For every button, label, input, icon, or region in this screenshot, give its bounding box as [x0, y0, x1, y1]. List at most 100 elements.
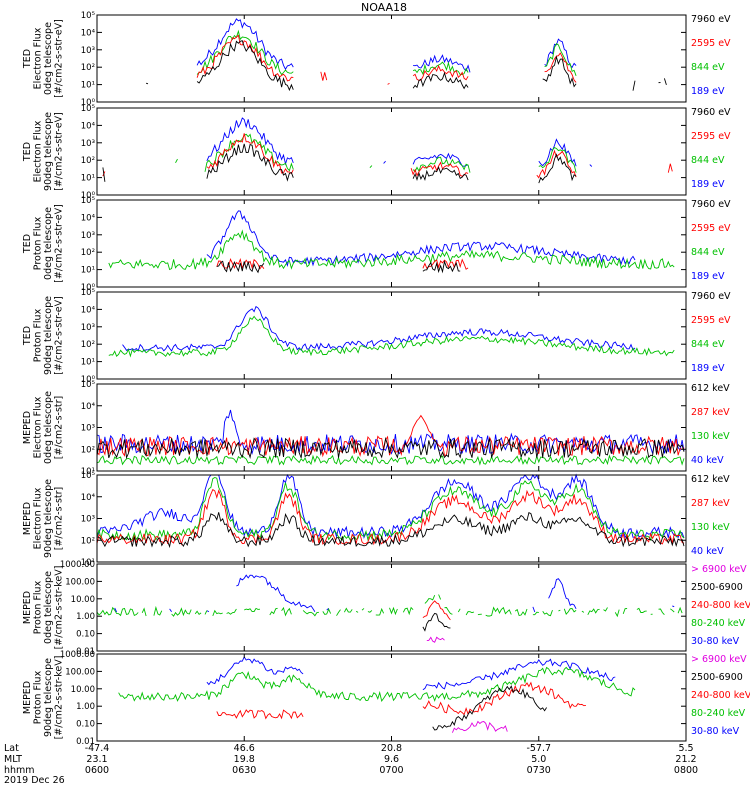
panel-6-series-1 [96, 511, 685, 549]
panel-2-series-3 [176, 134, 649, 172]
panel-8-frame [96, 653, 687, 742]
panel-2-ytick-label: 10¹ [81, 174, 95, 184]
panel-6-legend-4: 40 keV [691, 546, 724, 557]
panel-2-ytick-label: 10⁵ [81, 104, 95, 114]
panel-3-frame [96, 199, 687, 288]
x-axis-row-label-hhmm: hhmm [4, 765, 35, 776]
panel-6-ylabel-line-4: [#/cm2-s-str] [54, 487, 65, 550]
panel-3-series-1 [216, 259, 461, 274]
panel-1-ylabel-line-1: TED [22, 49, 33, 69]
panel-3-ytick-label: 10⁰ [81, 283, 96, 293]
panel-7-frame [96, 563, 687, 652]
panel-5-ylabel-line-1: MEPED [22, 411, 33, 444]
panel-7-legend-3: 240-800 keV [691, 600, 750, 611]
panel-1-series-1 [146, 41, 670, 91]
panel-6-legend-3: 130 keV [691, 522, 730, 533]
panel-8-ytick-label: 0.10 [76, 720, 95, 730]
panel-8-series-4 [118, 666, 636, 703]
panel-8-legend-3: 240-800 keV [691, 690, 750, 701]
panel-3-ylabel-line-3: 0deg telescope [43, 207, 54, 280]
panel-5-ylabel-line-2: Electron Flux [33, 396, 44, 458]
panel-1-legend-4: 189 eV [691, 86, 725, 97]
panel-4-series-4 [122, 305, 636, 352]
x-axis-lat-value: 46.6 [234, 743, 255, 754]
x-axis-mlt-value: 9.6 [384, 754, 399, 765]
panel-7-ylabel-line-2: Proton Flux [33, 580, 44, 634]
panel-5-ytick-label: 10² [81, 445, 95, 455]
panel-2-ytick-label: 10⁴ [81, 121, 96, 131]
x-axis-lat-value: 5.5 [678, 743, 693, 754]
panel-5-ytick-label: 10¹ [81, 467, 95, 477]
chart-title: NOAA18 [361, 1, 407, 14]
panel-7-series-1 [426, 636, 445, 643]
panel-8-series-5 [206, 656, 616, 691]
panel-2-ytick-label: 10³ [81, 139, 95, 149]
panel-3-ylabel-line-1: TED [22, 234, 33, 254]
panel-2-legend-4: 189 eV [691, 179, 725, 190]
panel-1-legend-3: 844 eV [691, 62, 725, 73]
panel-2-legend-3: 844 eV [691, 155, 725, 166]
panel-8-ylabel-line-1: MEPED [22, 681, 33, 714]
panel-8-legend-4: 80-240 keV [691, 708, 746, 719]
panel-8-ytick-label: 0.01 [76, 737, 95, 747]
panel-1-ylabel-line-2: Electron Flux [33, 27, 44, 89]
panel-6-ytick-label: 10⁵ [81, 471, 95, 481]
panel-8-ylabel-line-2: Proton Flux [33, 670, 44, 724]
panel-5-ylabel-line-3: 0deg telescope [43, 391, 54, 464]
panel-8-ylabel-line-3: 90deg telescope [43, 658, 54, 737]
x-axis-lat-value: 20.8 [381, 743, 402, 754]
panel-2-legend-1: 7960 eV [691, 107, 731, 118]
panel-7-series-5 [114, 574, 675, 613]
panel-6: 10¹ 10² 10³ 10⁴ 10⁵ MEPED Electron Flux 90deg t… [22, 471, 730, 568]
panel-3-legend-3: 844 eV [691, 247, 725, 258]
panel-8-legend-2: 2500-6900 [691, 672, 743, 683]
panel-1-series-4 [197, 19, 651, 73]
panel-7-ylabel-line-4: [#/cm2-s-str-keV] [54, 566, 65, 650]
panel-1: 10⁰ 10¹ 10² 10³ 10⁴ 10⁵ TED Electron Flux 0deg t… [22, 11, 731, 108]
panel-6-ytick-label: 10² [81, 536, 95, 546]
panel-1-ytick-label: 10¹ [81, 81, 95, 91]
panel-4-ytick-label: 10⁴ [81, 305, 96, 315]
panel-8-series-3 [216, 681, 586, 720]
panel-8-ytick-label: 100.00 [65, 667, 95, 677]
panel-6-ylabel-line-2: Electron Flux [33, 487, 44, 549]
panel-7-legend-5: 30-80 keV [691, 636, 740, 647]
panel-1-legend-2: 2595 eV [691, 38, 731, 49]
panel-5-ytick-label: 10³ [81, 424, 95, 434]
panel-4-ytick-label: 10³ [81, 323, 95, 333]
panel-2-ylabel-line-1: TED [22, 142, 33, 162]
panel-4-ylabel-line-1: TED [22, 326, 33, 346]
panel-2-series-2 [103, 133, 676, 177]
panel-6-ylabel-line-3: 90deg telescope [43, 479, 54, 558]
panel-7-ylabel-line-3: 0deg telescope [43, 571, 54, 644]
panel-6-ytick-label: 10⁴ [81, 493, 96, 503]
x-axis-hhmm-value: 0630 [232, 765, 256, 776]
panel-1-ytick-label: 10⁰ [81, 98, 96, 108]
panel-1-ytick-label: 10⁵ [81, 11, 95, 21]
panel-3-ytick-label: 10² [81, 248, 95, 258]
panel-6-legend-1: 612 keV [691, 474, 730, 485]
panel-1-ytick-label: 10⁴ [81, 28, 96, 38]
panel-8-ytick-label: 1000.00 [60, 650, 95, 660]
panel-4-ytick-label: 10⁰ [81, 375, 96, 385]
panel-2-ytick-label: 10⁰ [81, 191, 96, 201]
panel-5-series-2 [96, 414, 685, 458]
panel-5-legend-4: 40 keV [691, 455, 724, 466]
panel-7-series-4 [96, 594, 683, 618]
panel-6-ylabel-line-1: MEPED [22, 502, 33, 535]
panel-5: 10¹ 10² 10³ 10⁴ 10⁵ MEPED Electron Flux 0deg te… [22, 380, 730, 477]
x-axis-lat-value: -57.7 [526, 743, 551, 754]
panel-3-series-3 [108, 229, 675, 271]
panel-5-series-3 [96, 454, 685, 466]
panel-8-legend-1: > 6900 keV [691, 654, 747, 665]
panel-1-series-2 [197, 35, 672, 84]
panel-2-ylabel-line-2: Electron Flux [33, 120, 44, 182]
panel-3-ytick-label: 10³ [81, 231, 95, 241]
panel-2-frame [96, 107, 687, 196]
panel-3-ylabel-line-4: [#/cm2-s-str-eV] [54, 204, 65, 283]
panel-4-series-3 [108, 315, 675, 358]
panel-5-legend-2: 287 keV [691, 407, 730, 418]
panel-4-ylabel-line-3: 90deg telescope [43, 296, 54, 375]
panel-7-ytick-label: 0.01 [76, 647, 95, 657]
